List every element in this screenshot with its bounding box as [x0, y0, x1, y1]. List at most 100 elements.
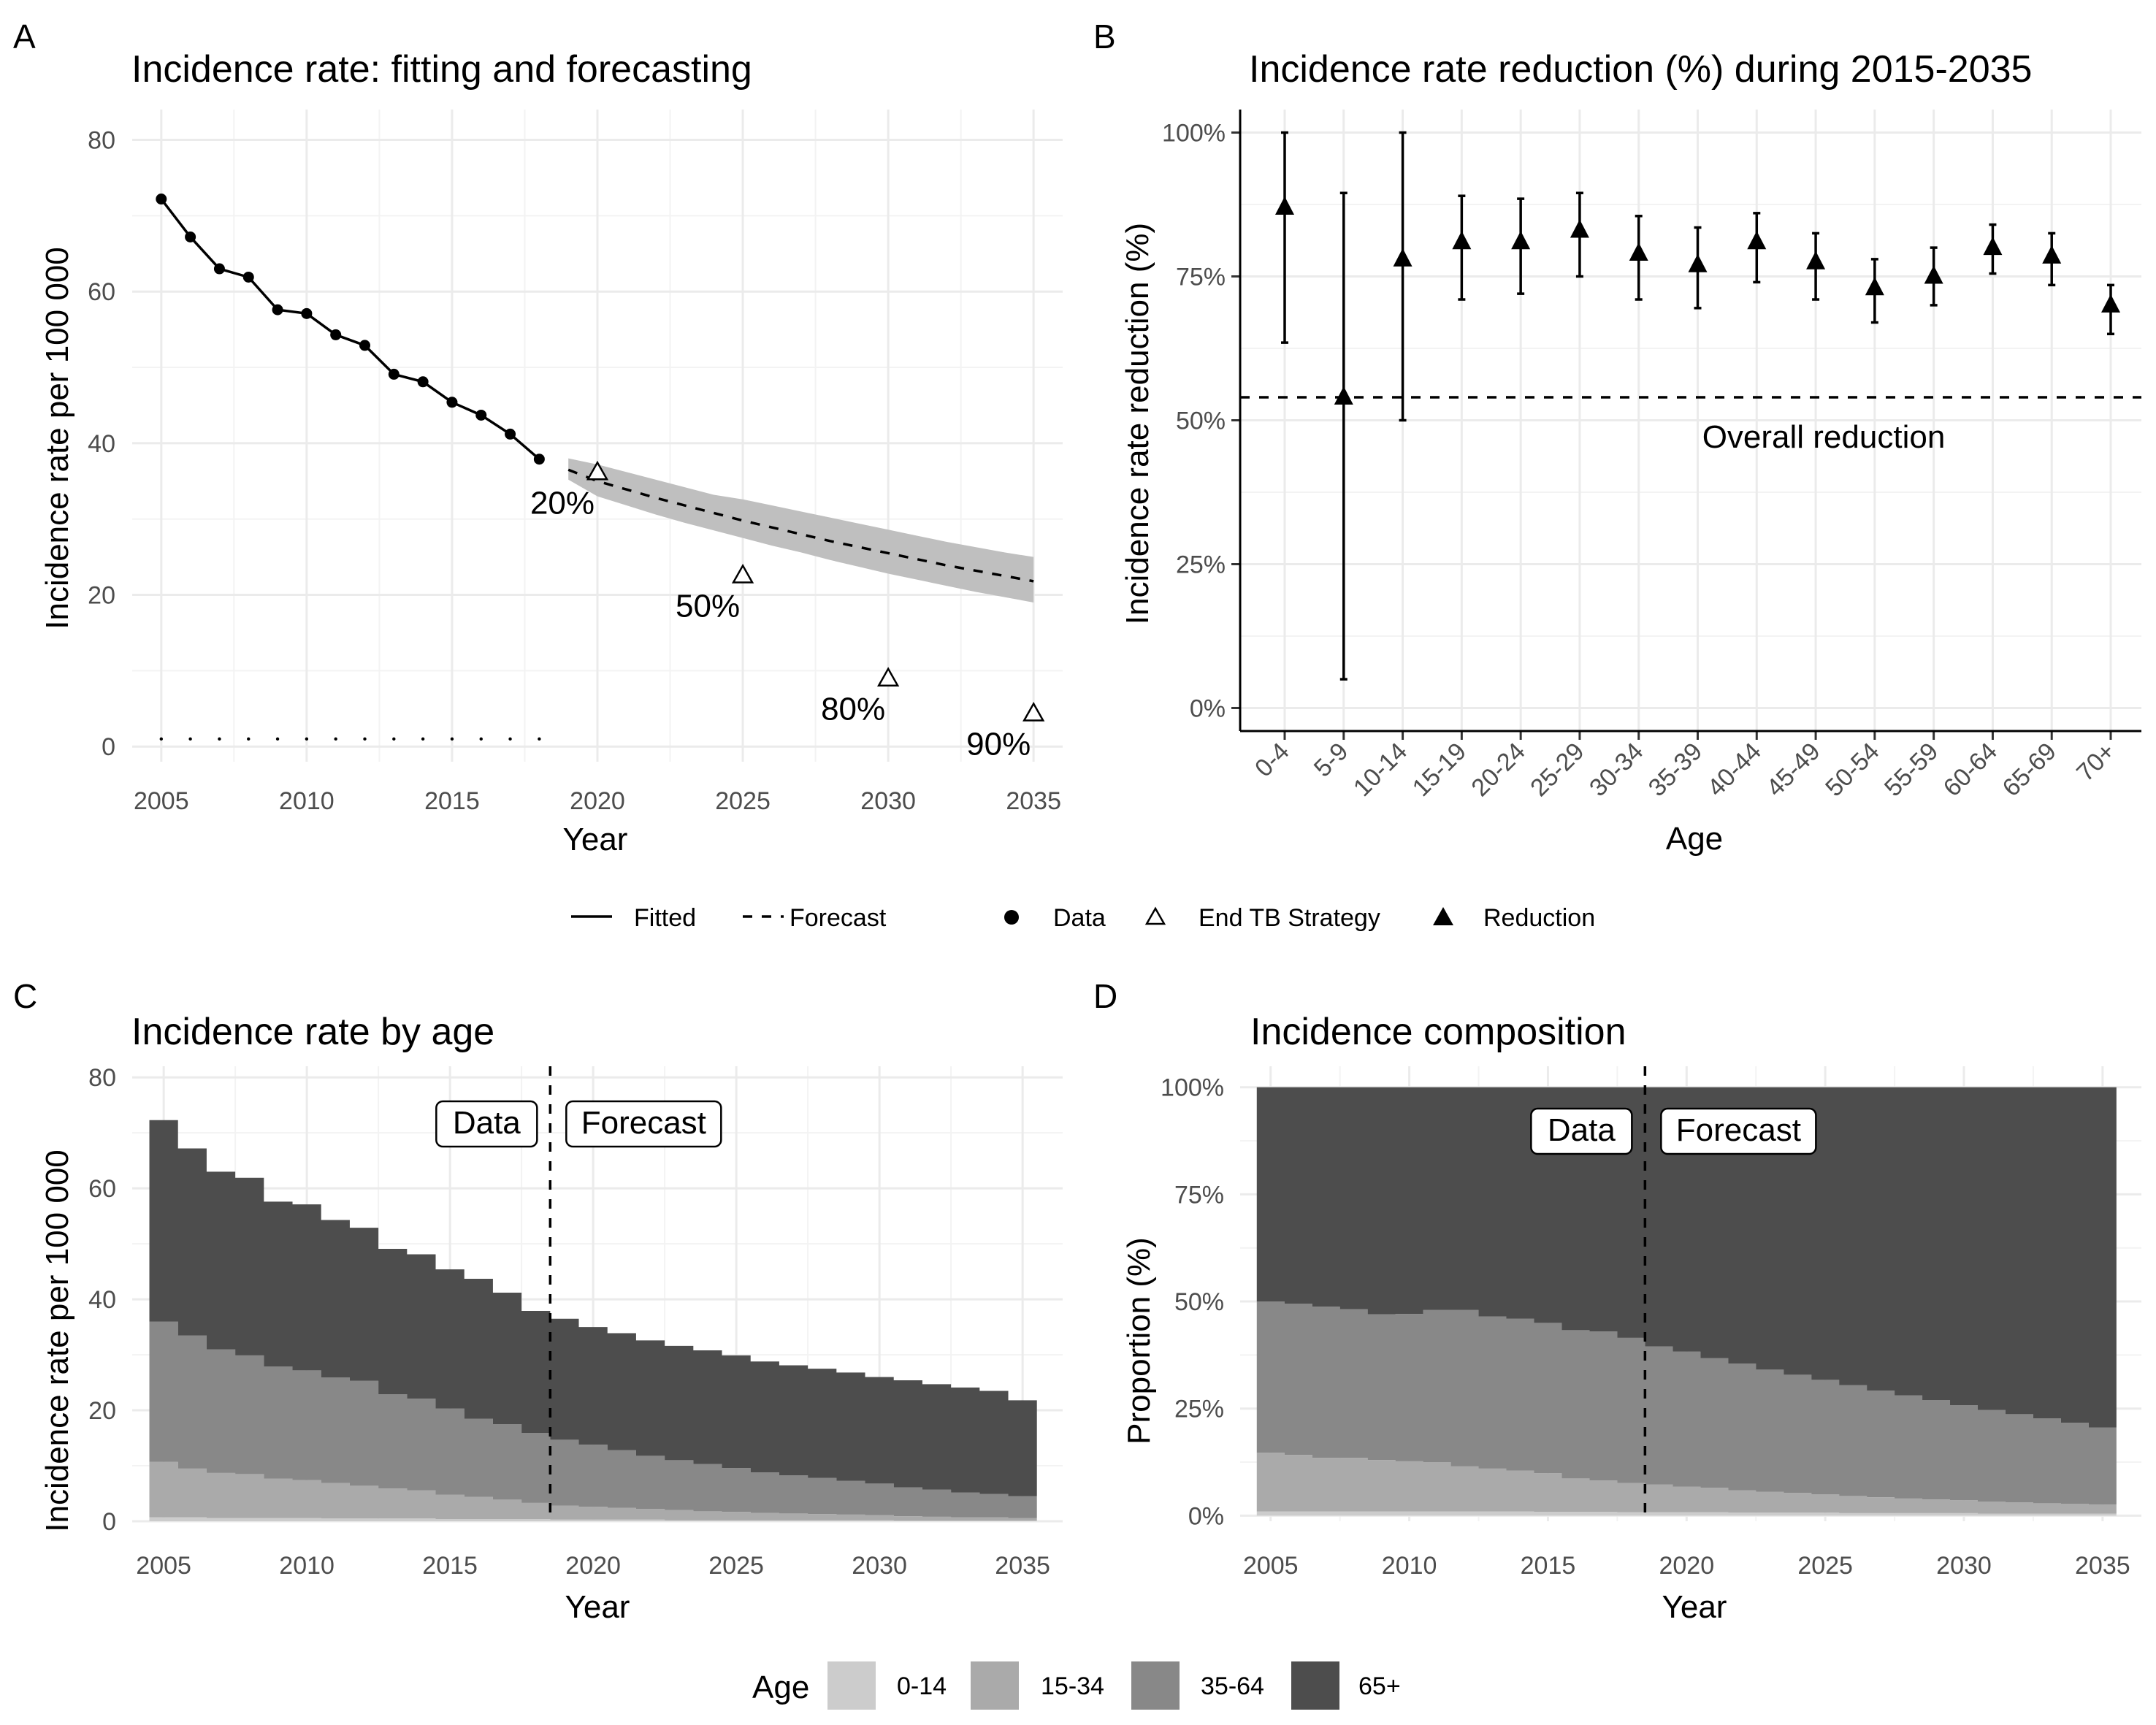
fitted-zero-point	[275, 737, 280, 741]
data-point	[388, 368, 400, 380]
panel-d-area-0-14	[1256, 1511, 2117, 1516]
end-tb-target-label: 80%	[821, 692, 885, 727]
panel-b-xtick-label: 60-64	[1938, 738, 2003, 802]
panel-b-ticks: 0% 25% 50% 75% 100% 0-4 5-910-1415-1920-2425-2…	[1162, 120, 2121, 803]
data-point	[156, 194, 167, 205]
legend-age-key-15-34	[971, 1661, 1019, 1710]
panel-a-xtick-label: 2030	[860, 787, 916, 815]
end-tb-target-marker	[731, 563, 754, 584]
panel-b-xtick-label: 5-9	[1309, 738, 1354, 783]
data-point	[330, 329, 342, 340]
panel-a-xtick-label: 2035	[1006, 787, 1061, 815]
panel-b-ytick-label: 100%	[1162, 120, 1226, 148]
panel-d-area-65+	[1256, 1087, 2117, 1428]
legend-top: Fitted Forecast Data End TB Strategy Red…	[571, 904, 1595, 932]
panel-d-xtick-label: 2010	[1382, 1552, 1437, 1580]
panel-a-title: Incidence rate: fitting and forecasting	[131, 48, 752, 91]
reduction-marker	[1452, 231, 1472, 250]
reduction-marker	[1393, 248, 1413, 267]
panel-d-xtick-label: 2035	[2075, 1552, 2130, 1580]
panel-b-ytick-label: 75%	[1176, 264, 1226, 291]
panel-c-ytick-label: 60	[88, 1175, 116, 1203]
panel-d-marks	[1256, 1087, 2117, 1516]
panel-c-data-box	[435, 1100, 538, 1148]
panel-d-ytick-label: 100%	[1161, 1074, 1224, 1102]
panel-a-xtick-label: 2025	[715, 787, 771, 815]
reduction-marker	[2101, 294, 2120, 313]
panel-a-marks: 20% 50% 80% 90%	[156, 194, 1045, 762]
panel-c-title: Incidence rate by age	[131, 1011, 494, 1053]
panel-c-ytick-label: 40	[88, 1286, 116, 1314]
legend-end-tb-label: End TB Strategy	[1199, 904, 1380, 932]
panel-b-marks	[1239, 110, 2141, 733]
panel-b-xtick-label: 55-59	[1879, 738, 1943, 802]
panel-c-area-65+	[149, 1120, 1037, 1496]
panel-b-grid	[1240, 110, 2141, 731]
panel-c-xtick-label: 2025	[708, 1552, 764, 1580]
panel-d-forecast-box-label: Forecast	[1676, 1112, 1801, 1148]
panel-b-xtick-label: 65-69	[1998, 738, 2062, 802]
panel-b-xtick-label: 25-29	[1525, 738, 1589, 802]
panel-letter-c: C	[13, 977, 37, 1015]
legend-age-label-35-64: 35-64	[1201, 1672, 1264, 1700]
panel-a-ytick-label: 20	[88, 582, 115, 610]
panel-c-area-0-14	[149, 1517, 1037, 1521]
end-tb-target-marker	[1022, 701, 1045, 722]
fitted-zero-point	[392, 737, 396, 741]
reduction-marker	[1688, 253, 1708, 272]
panel-d-ticks: 2005 2010 2015 2020 2025 2030 2035 0% 25% 50% 75% 1…	[1161, 1074, 2130, 1580]
panel-b-ytick-label: 50%	[1176, 408, 1226, 435]
end-tb-target-label: 20%	[530, 485, 595, 521]
data-point	[533, 454, 545, 465]
data-point	[301, 307, 313, 319]
panel-a-xtick-label: 2010	[279, 787, 335, 815]
panel-d-data-box-label: Data	[1548, 1112, 1616, 1148]
fitted-zero-point	[247, 737, 251, 741]
fitted-zero-point	[218, 737, 221, 741]
overall-reduction-label: Overall reduction	[1702, 419, 1946, 455]
panel-d-xlabel: Year	[1662, 1589, 1727, 1625]
legend-age-label-0-14: 0-14	[897, 1672, 947, 1700]
panel-d-ytick-label: 50%	[1174, 1288, 1224, 1316]
reduction-marker	[1865, 277, 1884, 296]
panel-b-ylabel: Incidence rate reduction (%)	[1120, 223, 1155, 624]
panel-a-xtick-label: 2020	[570, 787, 625, 815]
fitted-zero-point	[450, 737, 454, 741]
panel-c-xlabel: Year	[565, 1589, 630, 1625]
reduction-marker	[1983, 237, 2003, 256]
fitted-zero-point	[538, 737, 541, 741]
forecast-line	[567, 468, 1034, 583]
panel-c-area-35-64	[149, 1321, 1037, 1518]
fitted-zero-point	[334, 737, 337, 741]
panel-a-ticks: 2005 2010 2015 2020 2025 2030 2035 0 20 40 60 80	[88, 127, 1061, 815]
end-tb-target-marker	[586, 460, 609, 481]
panel-a-xlabel: Year	[563, 822, 628, 857]
panel-b-xtick-label: 70+	[2071, 738, 2121, 787]
legend-forecast-label: Forecast	[790, 904, 887, 932]
legend-age: Age 0-14 15-34 35-64 65+	[752, 1661, 1401, 1710]
panel-c-xtick-label: 2030	[852, 1552, 907, 1580]
panel-b-xtick-label: 15-19	[1407, 738, 1472, 802]
legend-reduction-key	[1433, 907, 1453, 925]
panel-a-ytick-label: 40	[88, 430, 115, 458]
reduction-marker	[1570, 219, 1589, 238]
panel-d-ytick-label: 25%	[1174, 1396, 1224, 1423]
panel-a-xtick-label: 2005	[134, 787, 189, 815]
data-point	[242, 271, 254, 283]
panel-d-data-box	[1530, 1107, 1633, 1155]
legend-fitted-label: Fitted	[634, 904, 696, 932]
panel-a-ytick-label: 0	[102, 733, 115, 761]
fitted-zero-point	[159, 737, 164, 741]
reduction-marker	[1806, 250, 1826, 269]
panel-c-xtick-label: 2010	[279, 1552, 335, 1580]
panel-b-xtick-label: 30-34	[1584, 738, 1648, 802]
legend-age-label-65plus: 65+	[1358, 1672, 1401, 1700]
reduction-marker	[1334, 386, 1353, 405]
panel-letter-a: A	[13, 18, 36, 56]
panel-d-forecast-box	[1660, 1107, 1817, 1155]
legend-data-label: Data	[1053, 904, 1106, 932]
panel-b-xtick-label: 50-54	[1820, 738, 1884, 802]
reduction-marker	[1747, 231, 1767, 250]
panel-b-xtick-label: 10-14	[1348, 738, 1413, 802]
